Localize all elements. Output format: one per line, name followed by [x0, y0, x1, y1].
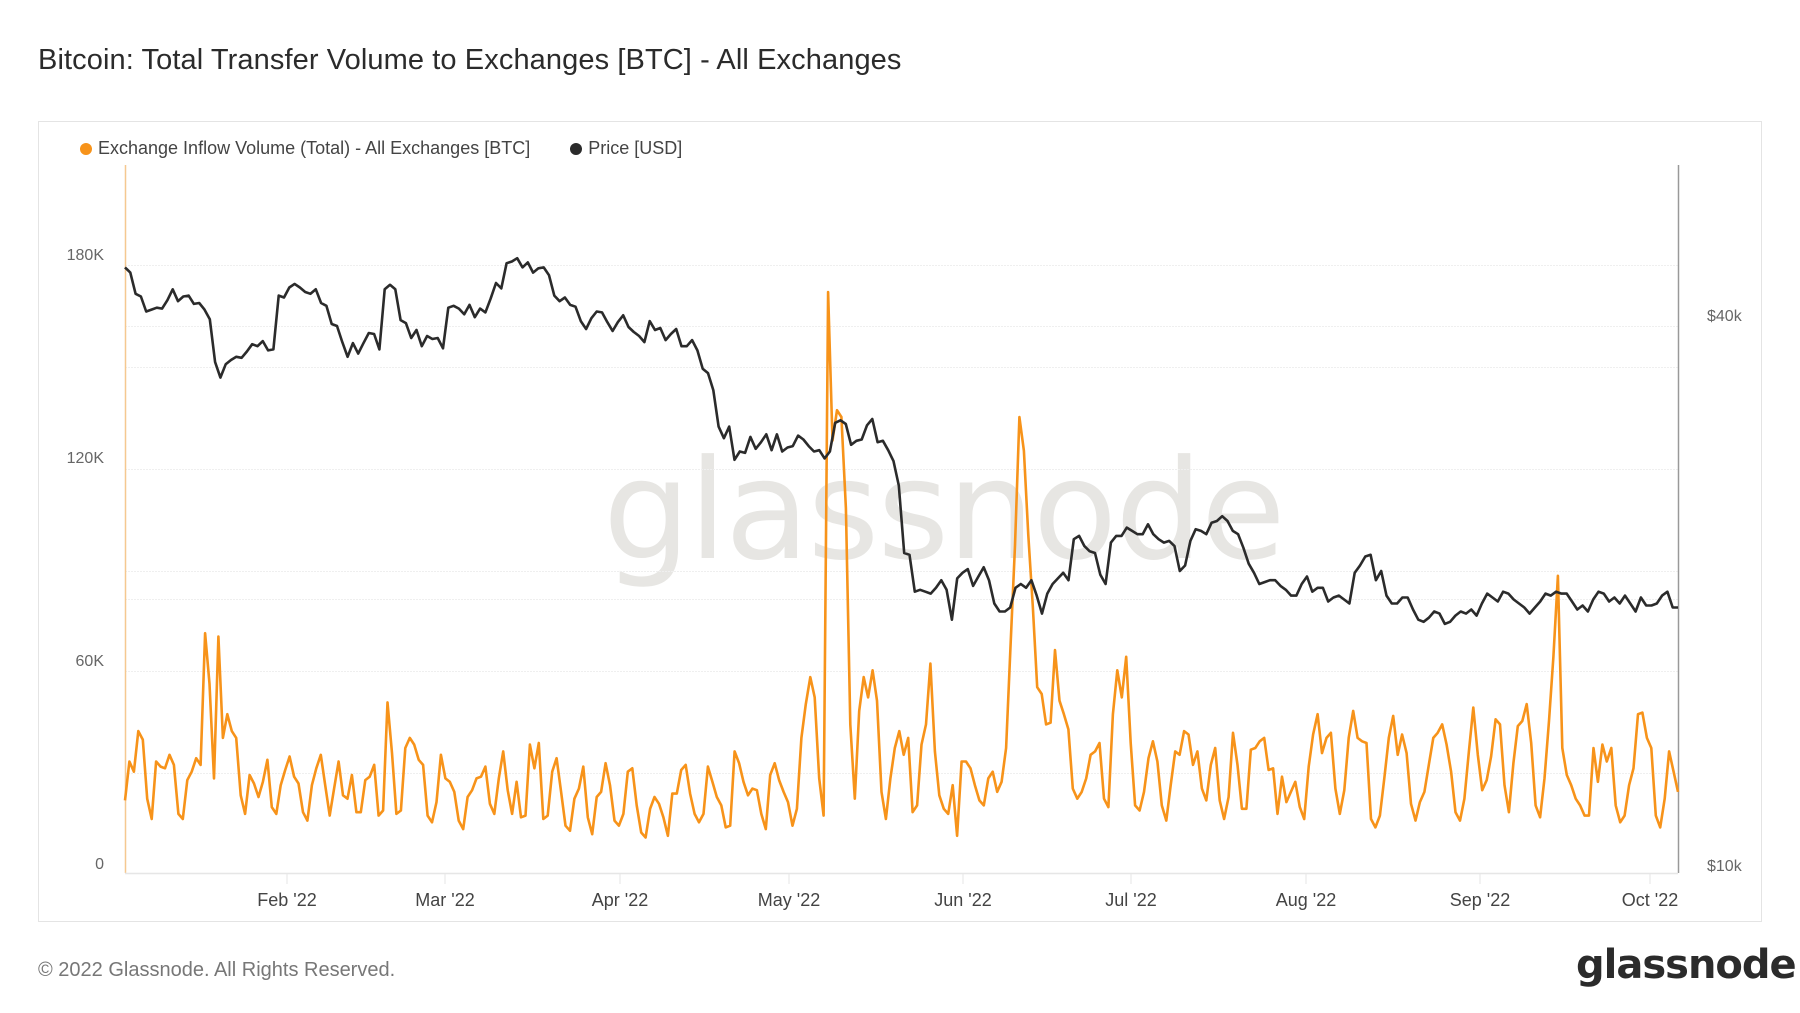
- legend-dot-orange-icon: [80, 142, 92, 155]
- x-label-jun: Jun '22: [934, 890, 992, 910]
- y-left-label-120k: 120K: [66, 450, 104, 467]
- x-label-mar: Mar '22: [415, 890, 475, 910]
- x-label-oct: Oct '22: [1621, 890, 1679, 910]
- x-label-sep: Sep '22: [1449, 890, 1511, 910]
- legend-item-exchange-inflow[interactable]: Exchange Inflow Volume (Total) - All Exc…: [80, 138, 530, 159]
- legend-item-price[interactable]: Price [USD]: [570, 138, 682, 159]
- x-label-jul: Jul '22: [1105, 890, 1157, 910]
- legend-label-price: Price [USD]: [588, 138, 683, 158]
- price-series: [124, 256, 1678, 626]
- x-label-aug: Aug '22: [1275, 890, 1337, 910]
- y-left-label-60k: 60K: [75, 653, 104, 670]
- x-label-may: May '22: [757, 890, 821, 910]
- footer-copyright: © 2022 Glassnode. All Rights Reserved.: [38, 959, 396, 981]
- legend-label-exchange-inflow: Exchange Inflow Volume (Total) - All Exc…: [98, 138, 531, 158]
- chart-legend: Exchange Inflow Volume (Total) - All Exc…: [80, 138, 682, 159]
- y-right-label-10k: $10k: [1707, 858, 1742, 875]
- exchange-inflow-series: [123, 290, 1680, 839]
- legend-dot-dark-icon: [570, 142, 583, 155]
- x-axis-ticks: [286, 873, 1651, 884]
- glassnode-logo[interactable]: glassnode: [1576, 942, 1797, 988]
- x-label-apr: Apr '22: [591, 890, 649, 910]
- y-left-label-0: 0: [95, 856, 104, 873]
- y-left-label-180k: 180K: [66, 247, 104, 264]
- y-right-label-40k: $40k: [1707, 308, 1742, 325]
- chart-title: Bitcoin: Total Transfer Volume to Exchan…: [38, 44, 902, 76]
- x-label-feb: Feb '22: [257, 890, 317, 910]
